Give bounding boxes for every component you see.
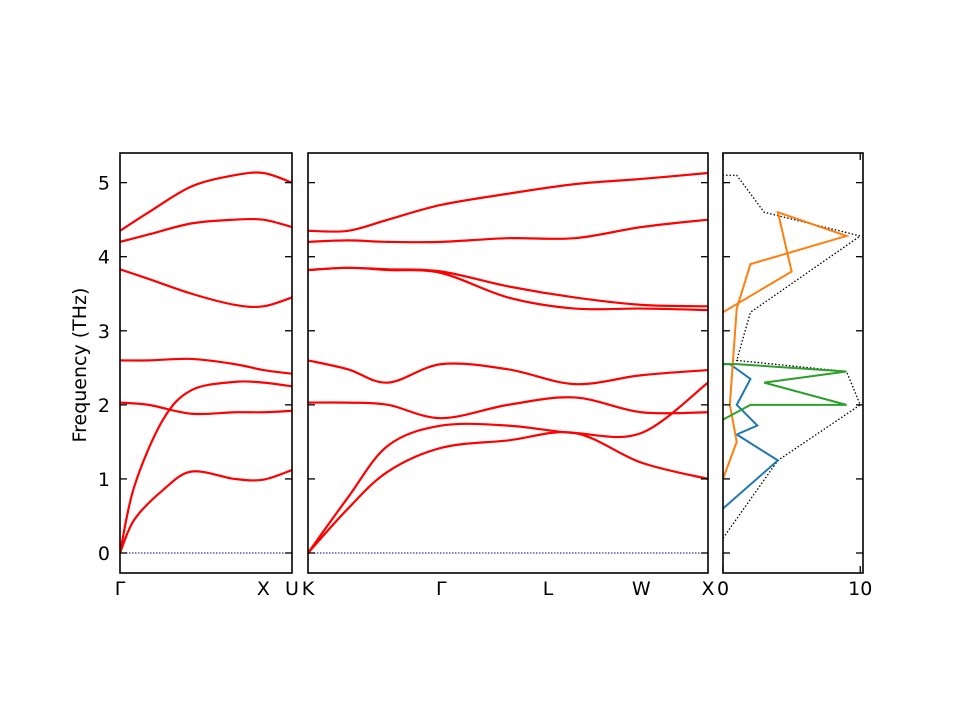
band-line-0 [120,357,292,375]
x-tick-label: Γ [115,578,126,600]
y-tick-label: 1 [98,469,110,491]
band-line-2 [308,359,708,386]
band-line-6 [308,266,708,308]
x-tick-label: X [257,578,270,600]
band-line-3 [120,401,292,416]
band-line-1 [120,380,292,554]
axes-frame [722,152,864,574]
y-axis-title: Frequency (THz) [69,288,91,443]
band-line-1 [308,431,708,554]
band-line-3 [308,396,708,420]
band-line-6 [120,268,292,309]
band-line-0 [308,381,708,554]
dos-curve-3 [723,363,847,421]
dos-curve-0 [723,174,862,539]
x-tick-label: Γ [436,578,447,600]
y-tick-label: 4 [98,247,110,269]
band-line-4 [308,171,708,233]
axes-frame [119,152,293,574]
dos-panel: 0 10 [717,152,872,600]
x-tick-label: L [543,578,554,600]
axes-frame [307,152,709,574]
band-line-5 [308,218,708,244]
x-tick-label: 0 [717,578,729,600]
band-line-2 [120,468,292,554]
y-tick-label: 2 [98,395,110,417]
x-tick-label: U [285,578,299,600]
y-tick-label: 3 [98,321,110,343]
y-tick-label: 5 [98,173,110,195]
band-line-5 [120,217,292,243]
x-tick-label: X [701,578,714,600]
plot-area [120,171,292,554]
x-tick-label: 10 [848,578,872,600]
x-tick-label: W [632,578,651,600]
plot-area [723,174,862,539]
y-tick-label: 0 [98,543,110,565]
x-tick-label: K [302,578,315,600]
dos-curve-2 [723,210,850,480]
band-line-7 [308,266,708,312]
band-line-4 [120,171,292,232]
plot-area [308,171,708,554]
band-panel-gamma-x-u: 0 1 2 3 4 5 Γ X U [98,152,299,600]
